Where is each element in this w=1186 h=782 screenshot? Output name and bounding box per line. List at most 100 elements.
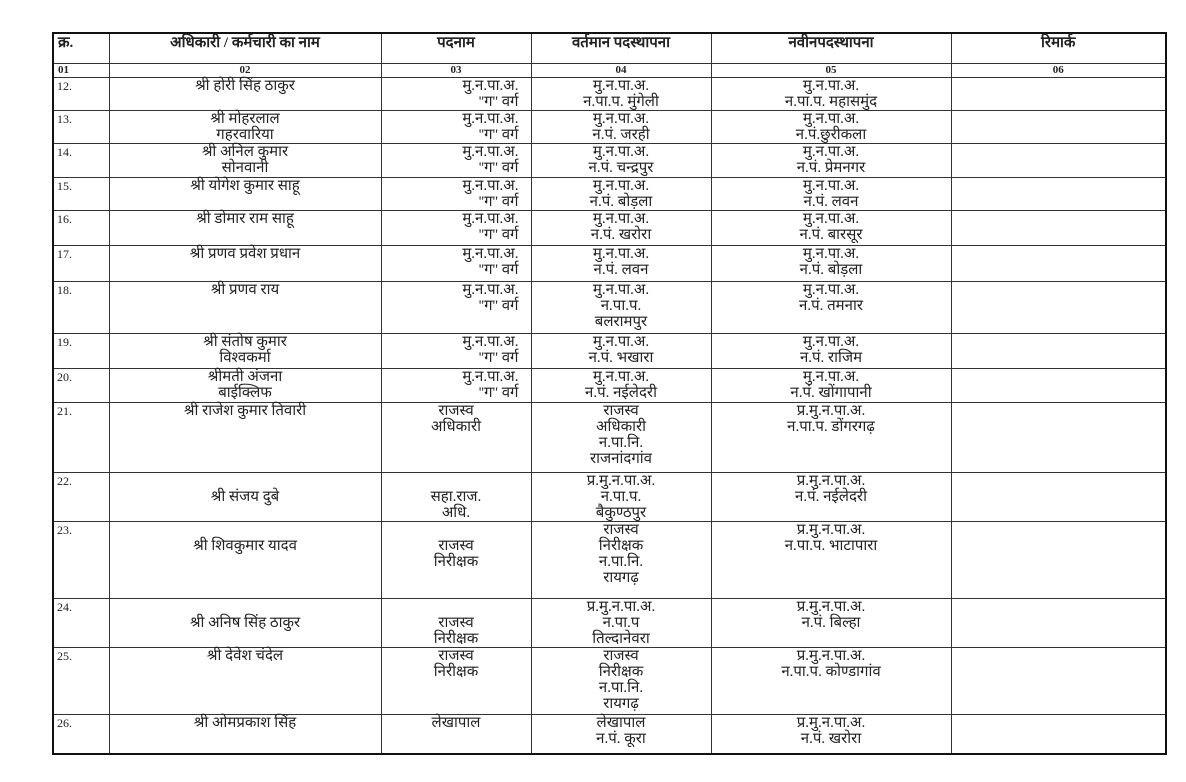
header-row: क्र. अधिकारी / कर्मचारी का नाम पदनाम वर्… [52, 32, 1167, 64]
remark-cell [950, 142, 1167, 178]
header-designation: पदनाम [380, 32, 532, 64]
remark-cell [950, 109, 1167, 144]
name-cell: श्री होरी सिंह ठाकुर [108, 76, 382, 111]
name-cell: श्री संतोष कुमार विश्वकर्मा [108, 332, 382, 369]
serial-number-cell: 12. [52, 76, 110, 111]
current-posting-cell: मु.न.पा.अ. न.पा.प. बलरामपुर [530, 280, 712, 334]
remark-cell [950, 520, 1167, 599]
new-posting-cell: मु.न.पा.अ. न.पं. बारसूर [710, 209, 952, 246]
current-posting-cell: लेखापाल न.पं. कूरा [530, 713, 712, 755]
new-posting-cell: मु.न.पा.अ. न.पं. खोंगापानी [710, 367, 952, 403]
current-posting-cell: मु.न.पा.अ. न.पं. चन्द्रपुर [530, 142, 712, 178]
designation-cell: राजस्व निरीक्षक [380, 520, 532, 599]
current-posting-cell: राजस्व निरीक्षक न.पा.नि. रायगढ़ [530, 646, 712, 715]
name-cell: श्री संजय दुबे [108, 471, 382, 522]
remark-cell [950, 244, 1167, 282]
current-posting-cell: मु.न.पा.अ. न.पं. जरही [530, 109, 712, 144]
header-serial: क्र. [52, 32, 110, 64]
name-cell: श्री प्रणव राय [108, 280, 382, 334]
serial-number-cell: 20. [52, 367, 110, 403]
serial-number-cell: 22. [52, 471, 110, 522]
name-cell: श्री देवेश चंदेल [108, 646, 382, 715]
current-posting-cell: प्र.मु.न.पा.अ. न.पा.प. बैकुण्ठपुर [530, 471, 712, 522]
designation-cell: मु.न.पा.अ. ''ग'' वर्ग [380, 209, 532, 246]
name-cell: श्री प्रणव प्रवेश प्रधान [108, 244, 382, 282]
serial-number-cell: 16. [52, 209, 110, 246]
column-number-row: 01 02 03 04 05 06 [52, 62, 1167, 78]
serial-number-cell: 18. [52, 280, 110, 334]
name-cell: श्री अनिल कुमार सोनवानी [108, 142, 382, 178]
table-row: 18. श्री प्रणव राय मु.न.पा.अ. ''ग'' वर्ग मु… [52, 280, 1167, 334]
designation-cell: मु.न.पा.अ. ''ग'' वर्ग [380, 332, 532, 369]
table-row: 19. श्री संतोष कुमार विश्वकर्मा मु.न.पा.अ.… [52, 332, 1167, 369]
table-row: 20. श्रीमती अंजना बाईक्लिफ मु.न.पा.अ. ''ग'… [52, 367, 1167, 403]
current-posting-cell: मु.न.पा.अ. न.पं. खरोरा [530, 209, 712, 246]
table-row: 14. श्री अनिल कुमार सोनवानी मु.न.पा.अ. ''ग… [52, 142, 1167, 178]
table-row: 25. श्री देवेश चंदेल राजस्व निरीक्षक राजस्व… [52, 646, 1167, 715]
name-cell: श्री ओमप्रकाश सिंह [108, 713, 382, 755]
new-posting-cell: मु.न.पा.अ. न.पं. राजिम [710, 332, 952, 369]
serial-number-cell: 24. [52, 597, 110, 648]
name-cell: श्री डोमार राम साहू [108, 209, 382, 246]
new-posting-cell: मु.न.पा.अ. न.पं. तमनार [710, 280, 952, 334]
table-row: 15. श्री योगेश कुमार साहू मु.न.पा.अ. ''ग''… [52, 176, 1167, 211]
designation-cell: मु.न.पा.अ. ''ग'' वर्ग [380, 76, 532, 111]
serial-number-cell: 23. [52, 520, 110, 599]
designation-cell: राजस्व निरीक्षक [380, 597, 532, 648]
column-number: 04 [530, 62, 712, 78]
new-posting-cell: प्र.मु.न.पा.अ. न.पा.प. कोण्डागांव [710, 646, 952, 715]
designation-cell: राजस्व निरीक्षक [380, 646, 532, 715]
remark-cell [950, 280, 1167, 334]
serial-number-cell: 14. [52, 142, 110, 178]
new-posting-cell: मु.न.पा.अ. न.पं. प्रेमनगर [710, 142, 952, 178]
new-posting-cell: प्र.मु.न.पा.अ. न.पं. बिल्हा [710, 597, 952, 648]
name-cell: श्री शिवकुमार यादव [108, 520, 382, 599]
serial-number-cell: 17. [52, 244, 110, 282]
remark-cell [950, 713, 1167, 755]
new-posting-cell: मु.न.पा.अ. न.पं.छुरीकला [710, 109, 952, 144]
remark-cell [950, 76, 1167, 111]
serial-number-cell: 26. [52, 713, 110, 755]
column-number: 03 [380, 62, 532, 78]
table-body: 12. श्री होरी सिंह ठाकुर मु.न.पा.अ. ''ग'' … [52, 76, 1167, 755]
column-number: 05 [710, 62, 952, 78]
remark-cell [950, 401, 1167, 473]
new-posting-cell: मु.न.पा.अ. न.पा.प. महासमुंद [710, 76, 952, 111]
remark-cell [950, 209, 1167, 246]
table-row: 12. श्री होरी सिंह ठाकुर मु.न.पा.अ. ''ग'' … [52, 76, 1167, 111]
remark-cell [950, 597, 1167, 648]
table-row: 13. श्री मोहरलाल गहरवारिया मु.न.पा.अ. ''ग'… [52, 109, 1167, 144]
current-posting-cell: राजस्व निरीक्षक न.पा.नि. रायगढ़ [530, 520, 712, 599]
current-posting-cell: राजस्व अधिकारी न.पा.नि. राजनांदगांव [530, 401, 712, 473]
designation-cell: मु.न.पा.अ. ''ग'' वर्ग [380, 109, 532, 144]
remark-cell [950, 367, 1167, 403]
current-posting-cell: मु.न.पा.अ. न.पं. नईलेदरी [530, 367, 712, 403]
name-cell: श्री राजेश कुमार तिवारी [108, 401, 382, 473]
designation-cell: मु.न.पा.अ. ''ग'' वर्ग [380, 142, 532, 178]
table-row: 24. श्री अनिष सिंह ठाकुर राजस्व निरीक्षक… [52, 597, 1167, 648]
new-posting-cell: प्र.मु.न.पा.अ. न.पा.प. भाटापारा [710, 520, 952, 599]
header-name: अधिकारी / कर्मचारी का नाम [108, 32, 382, 64]
current-posting-cell: मु.न.पा.अ. न.पं. बोड़ला [530, 176, 712, 211]
serial-number-cell: 25. [52, 646, 110, 715]
serial-number-cell: 21. [52, 401, 110, 473]
column-number: 06 [950, 62, 1167, 78]
new-posting-cell: मु.न.पा.अ. न.पं. लवन [710, 176, 952, 211]
remark-cell [950, 332, 1167, 369]
designation-cell: मु.न.पा.अ. ''ग'' वर्ग [380, 367, 532, 403]
name-cell: श्री मोहरलाल गहरवारिया [108, 109, 382, 144]
remark-cell [950, 471, 1167, 522]
table-row: 26. श्री ओमप्रकाश सिंह लेखापाल लेखापाल न.पं… [52, 713, 1167, 755]
table-row: 21. श्री राजेश कुमार तिवारी राजस्व अधिकारी… [52, 401, 1167, 473]
serial-number-cell: 15. [52, 176, 110, 211]
header-remark: रिमार्क [950, 32, 1167, 64]
name-cell: श्री अनिष सिंह ठाकुर [108, 597, 382, 648]
column-number: 02 [108, 62, 382, 78]
serial-number-cell: 19. [52, 332, 110, 369]
current-posting-cell: मु.न.पा.अ. न.पा.प. मुंगेली [530, 76, 712, 111]
designation-cell: राजस्व अधिकारी [380, 401, 532, 473]
name-cell: श्री योगेश कुमार साहू [108, 176, 382, 211]
header-current-posting: वर्तमान पदस्थापना [530, 32, 712, 64]
current-posting-cell: मु.न.पा.अ. न.पं. भखारा [530, 332, 712, 369]
remark-cell [950, 176, 1167, 211]
